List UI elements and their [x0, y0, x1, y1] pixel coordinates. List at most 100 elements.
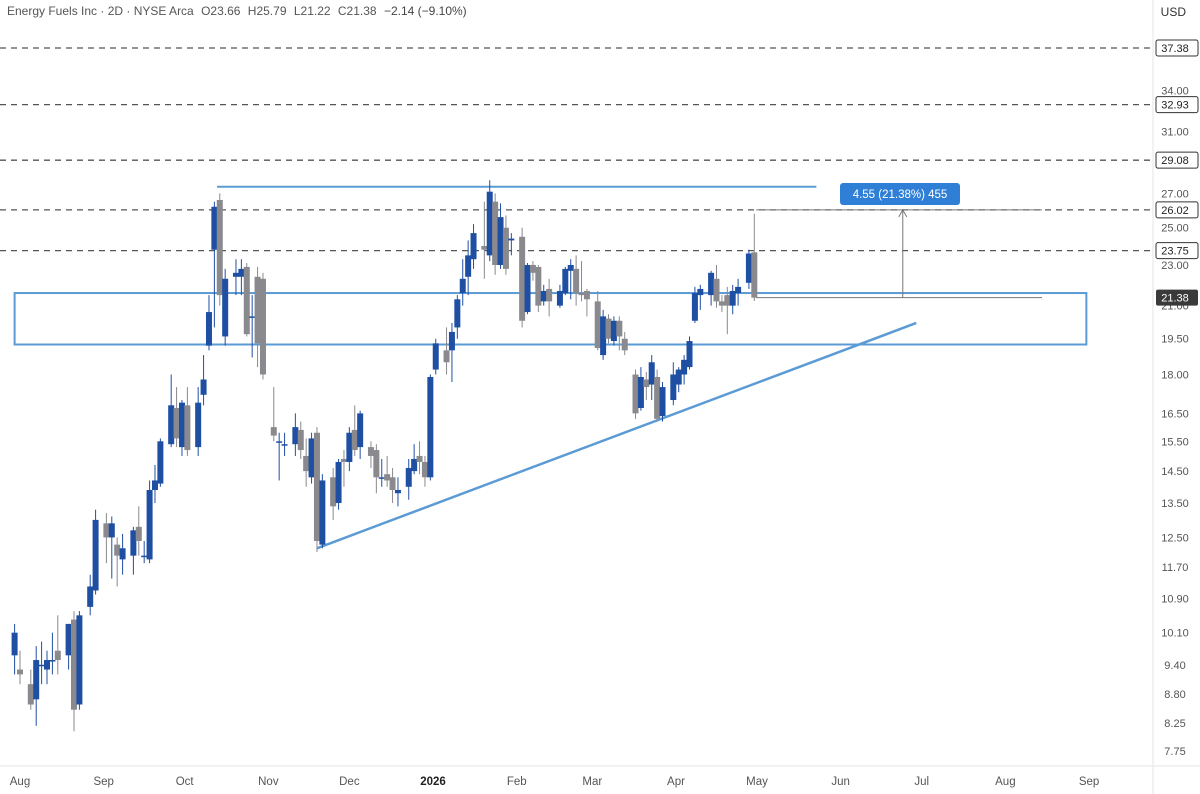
- price-tick-label: 15.50: [1161, 436, 1189, 448]
- candle-body: [492, 201, 499, 265]
- candle-up: [508, 233, 515, 256]
- price-tick-label: 8.80: [1164, 689, 1185, 701]
- candle-body: [573, 268, 580, 294]
- candle-body: [497, 217, 504, 265]
- candle-body: [443, 350, 450, 363]
- candle-up: [610, 316, 617, 346]
- current-price-tag: [1156, 289, 1198, 306]
- price-level-tag-label: 23.75: [1161, 246, 1189, 258]
- candle-down: [173, 387, 180, 448]
- candle-up: [357, 410, 364, 459]
- candle-body: [384, 474, 391, 481]
- candle-body: [151, 480, 158, 490]
- price-tick-label: 31.00: [1161, 127, 1189, 139]
- candle-up: [729, 284, 736, 315]
- candle-body: [33, 660, 40, 700]
- candle-body: [308, 438, 315, 478]
- candle-body: [27, 684, 34, 705]
- candle-up: [378, 458, 385, 487]
- candle-down: [416, 441, 423, 475]
- candle-down: [583, 288, 590, 317]
- candle-body: [686, 341, 693, 368]
- candle-up: [108, 516, 115, 579]
- time-tick-label: May: [746, 776, 768, 788]
- candle-down: [535, 264, 542, 313]
- candle-body: [448, 331, 455, 351]
- candle-up: [427, 374, 434, 481]
- candle-up: [708, 270, 715, 306]
- candle-up: [119, 533, 126, 575]
- price-level-tag-label: 29.08: [1161, 155, 1189, 167]
- candle-body: [351, 429, 358, 451]
- candle-body: [729, 290, 736, 306]
- candle-up: [276, 432, 283, 481]
- time-tick-label: Dec: [339, 776, 360, 788]
- candle-body: [578, 293, 585, 296]
- candle-body: [708, 272, 715, 296]
- candle-body: [281, 444, 288, 446]
- candle-up: [146, 480, 153, 564]
- candle-body: [502, 227, 509, 269]
- price-tick-label: 25.00: [1161, 223, 1189, 235]
- candle-up: [686, 336, 693, 370]
- candle-up: [600, 309, 607, 360]
- candle-down: [373, 444, 380, 494]
- ohlc-close: C21.38: [337, 4, 377, 18]
- candle-body: [616, 320, 623, 337]
- candle-down: [519, 227, 526, 328]
- candle-down: [270, 387, 277, 442]
- candle-down: [713, 264, 720, 308]
- measure-label: 4.55 (21.38%) 455: [853, 189, 948, 201]
- candle-up: [454, 295, 461, 339]
- candle-body: [486, 191, 493, 256]
- candle-up: [168, 374, 175, 448]
- candle-up: [38, 641, 45, 685]
- candle-body: [546, 288, 553, 302]
- candles: [11, 180, 758, 732]
- price-tick-label: 34.00: [1161, 85, 1189, 97]
- candle-down: [443, 327, 450, 375]
- candle-body: [222, 278, 229, 337]
- ohlc-change: −2.14 (−9.10%): [383, 4, 467, 18]
- currency-label: USD: [1160, 5, 1186, 19]
- price-level-tag: [1155, 96, 1199, 114]
- candle-body: [65, 623, 72, 656]
- candle-up: [87, 574, 94, 616]
- candle-body: [454, 299, 461, 328]
- candle-down: [421, 455, 428, 487]
- candle-down: [17, 650, 23, 685]
- price-level-tag-label: 37.38: [1161, 43, 1189, 55]
- horizontal-levels: [0, 47, 1153, 252]
- candle-up: [745, 249, 752, 289]
- ohlc-low: L21.22: [293, 4, 331, 18]
- candle-up: [497, 203, 504, 269]
- candle-body: [421, 461, 428, 478]
- candle-body: [319, 480, 326, 545]
- candle-body: [205, 312, 212, 346]
- candle-body: [335, 461, 342, 504]
- candle-body: [610, 320, 617, 342]
- candle-up: [470, 224, 477, 269]
- candle-body: [540, 290, 547, 302]
- candle-up: [335, 458, 342, 510]
- candle-body: [697, 288, 704, 296]
- candle-body: [184, 405, 191, 451]
- candle-body: [600, 316, 607, 356]
- candle-body: [92, 519, 99, 591]
- candle-down: [351, 405, 358, 456]
- candle-body: [243, 266, 250, 335]
- candle-body: [735, 286, 742, 294]
- candle-down: [502, 215, 509, 275]
- price-tick-label: 13.50: [1161, 498, 1189, 510]
- candle-up: [205, 295, 212, 351]
- candle-body: [238, 268, 245, 277]
- candle-down: [313, 427, 320, 552]
- candle-up: [319, 474, 326, 549]
- candle-up: [562, 266, 569, 296]
- candle-down: [54, 615, 61, 675]
- time-tick-label: Sep: [1079, 776, 1099, 788]
- candle-down: [718, 295, 725, 313]
- candle-body: [751, 252, 758, 298]
- candle-up: [308, 432, 315, 484]
